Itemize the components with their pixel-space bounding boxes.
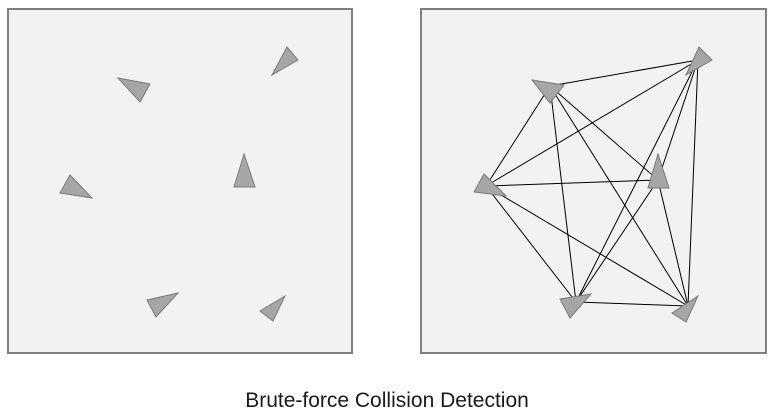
checked-triangle-1 [530,79,565,104]
checked-triangle-6 [671,294,700,323]
diagram-caption: Brute-force Collision Detection [245,389,529,412]
pair-line-1-3 [485,85,551,187]
pair-line-1-4 [549,85,659,181]
pair-line-3-6 [485,185,689,307]
pair-line-1-6 [549,85,689,307]
pair-checks-panel-frame [420,8,767,354]
pair-line-4-5 [575,179,659,303]
pair-line-1-5 [549,85,577,303]
object-triangle-3 [59,174,94,199]
checked-triangle-4 [647,152,670,189]
object-triangle-4 [233,152,256,188]
object-triangle-1 [116,77,151,103]
pair-line-2-4 [657,59,699,181]
pair-line-3-4 [485,179,659,187]
pair-line-3-5 [485,185,577,303]
pair-line-4-6 [657,179,689,307]
checked-triangle-5 [559,293,593,319]
object-triangle-5 [146,292,180,318]
pair-checks-panel-shapes [473,46,713,323]
pair-check-lines [485,59,699,307]
object-triangle-6 [259,294,287,322]
pair-line-2-3 [485,59,699,187]
object-triangle-2 [270,46,299,77]
objects-panel-frame [7,8,353,354]
objects-panel [7,8,353,354]
pair-line-2-6 [687,59,699,307]
pair-line-1-2 [549,59,699,87]
checked-triangle-3 [473,173,508,197]
objects-panel-shapes [59,46,299,322]
checked-triangle-2 [684,46,713,77]
pair-line-5-6 [575,301,689,307]
pair-checks-panel [420,8,767,354]
